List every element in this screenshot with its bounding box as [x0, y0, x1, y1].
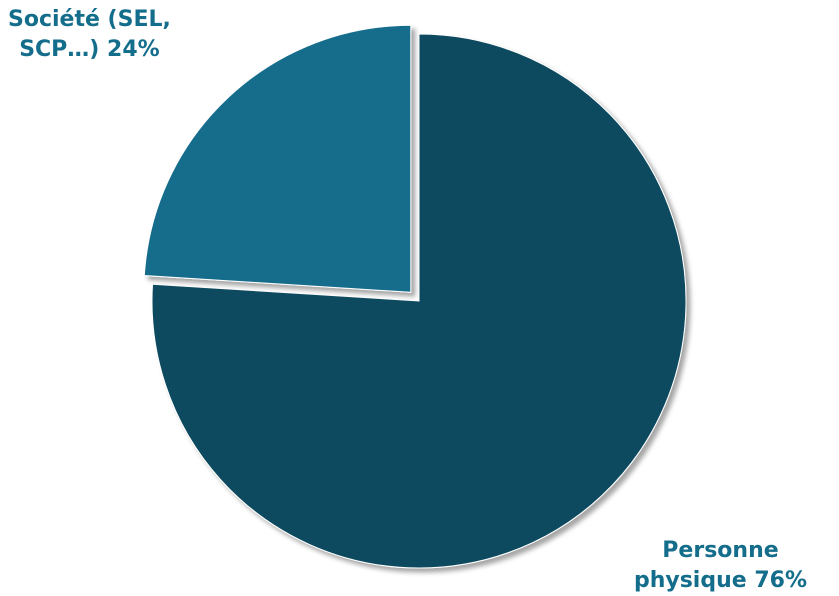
slice-label-personne-physique-line1: Personne — [662, 538, 779, 563]
slice-label-societe-line1: Société (SEL, — [8, 7, 171, 32]
slice-label-societe-line2: SCP…) 24% — [19, 37, 160, 62]
slice-label-personne-physique: Personne physique 76% — [634, 536, 807, 596]
pie-chart — [143, 24, 687, 569]
slice-label-personne-physique-line2: physique 76% — [633, 568, 807, 593]
pie-slice-1 — [143, 24, 412, 293]
slice-label-societe: Société (SEL, SCP…) 24% — [8, 5, 171, 65]
pie-slice-0 — [151, 33, 687, 569]
